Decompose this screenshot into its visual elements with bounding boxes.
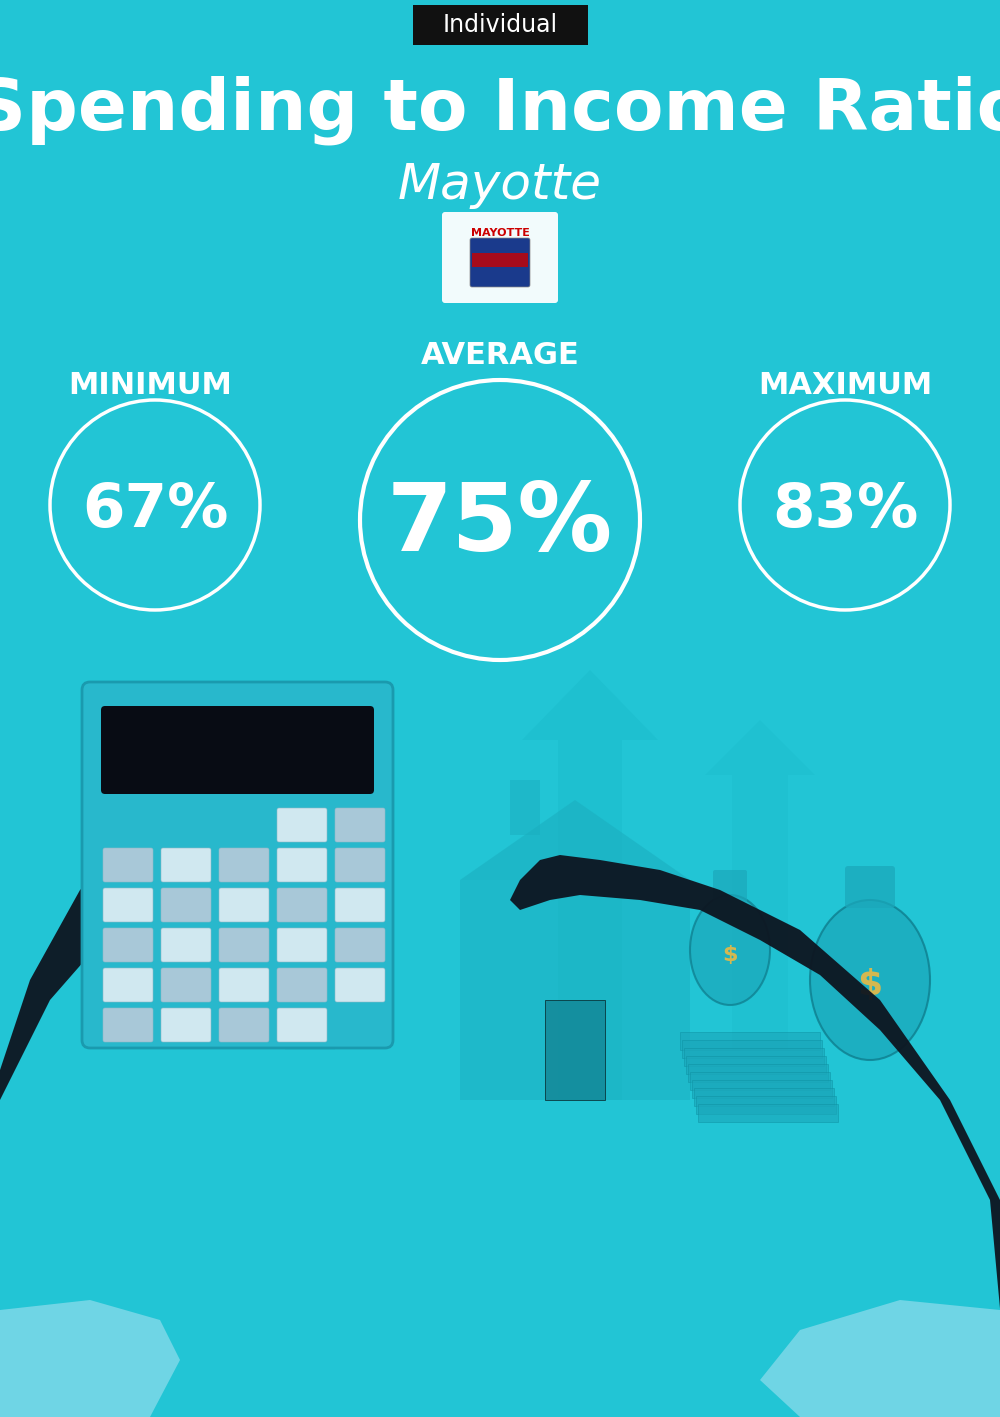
Text: MINIMUM: MINIMUM <box>68 370 232 400</box>
Text: Individual: Individual <box>442 13 558 37</box>
Polygon shape <box>0 1299 180 1417</box>
Polygon shape <box>0 769 260 1417</box>
FancyBboxPatch shape <box>545 1000 605 1100</box>
Ellipse shape <box>810 900 930 1060</box>
Text: MAXIMUM: MAXIMUM <box>758 370 932 400</box>
FancyBboxPatch shape <box>161 928 211 962</box>
FancyBboxPatch shape <box>335 808 385 842</box>
FancyBboxPatch shape <box>277 928 327 962</box>
FancyBboxPatch shape <box>82 682 393 1049</box>
FancyBboxPatch shape <box>103 968 153 1002</box>
FancyBboxPatch shape <box>335 888 385 922</box>
FancyBboxPatch shape <box>277 968 327 1002</box>
FancyBboxPatch shape <box>219 1007 269 1041</box>
FancyBboxPatch shape <box>460 880 690 1100</box>
FancyBboxPatch shape <box>335 968 385 1002</box>
FancyBboxPatch shape <box>470 238 530 288</box>
Text: Mayotte: Mayotte <box>398 162 602 208</box>
FancyBboxPatch shape <box>277 888 327 922</box>
FancyBboxPatch shape <box>686 1056 826 1074</box>
FancyBboxPatch shape <box>277 1007 327 1041</box>
Polygon shape <box>705 720 815 1050</box>
FancyBboxPatch shape <box>413 6 588 45</box>
FancyBboxPatch shape <box>277 847 327 881</box>
FancyBboxPatch shape <box>219 888 269 922</box>
FancyBboxPatch shape <box>161 1007 211 1041</box>
FancyBboxPatch shape <box>161 968 211 1002</box>
FancyBboxPatch shape <box>694 1088 834 1107</box>
FancyBboxPatch shape <box>682 1040 822 1058</box>
Text: 75%: 75% <box>387 479 613 571</box>
Polygon shape <box>510 854 1000 1417</box>
FancyBboxPatch shape <box>696 1095 836 1114</box>
FancyBboxPatch shape <box>335 847 385 881</box>
FancyBboxPatch shape <box>690 1073 830 1090</box>
FancyBboxPatch shape <box>101 706 374 794</box>
FancyBboxPatch shape <box>103 888 153 922</box>
FancyBboxPatch shape <box>688 1064 828 1083</box>
FancyBboxPatch shape <box>219 968 269 1002</box>
Polygon shape <box>260 700 360 1050</box>
FancyBboxPatch shape <box>277 808 327 842</box>
Text: AVERAGE: AVERAGE <box>421 340 579 370</box>
FancyBboxPatch shape <box>219 928 269 962</box>
FancyBboxPatch shape <box>442 213 558 303</box>
FancyBboxPatch shape <box>510 779 540 835</box>
Text: 67%: 67% <box>82 480 228 540</box>
FancyBboxPatch shape <box>472 254 528 266</box>
FancyBboxPatch shape <box>103 928 153 962</box>
FancyBboxPatch shape <box>698 1104 838 1122</box>
Text: $: $ <box>857 968 883 1002</box>
Text: MAYOTTE: MAYOTTE <box>471 228 529 238</box>
FancyBboxPatch shape <box>845 866 895 908</box>
Text: Spending to Income Ratio: Spending to Income Ratio <box>0 75 1000 145</box>
Ellipse shape <box>690 896 770 1005</box>
FancyBboxPatch shape <box>161 888 211 922</box>
FancyBboxPatch shape <box>684 1049 824 1066</box>
FancyBboxPatch shape <box>713 870 747 903</box>
Text: 83%: 83% <box>772 480 918 540</box>
Polygon shape <box>460 801 690 880</box>
FancyBboxPatch shape <box>103 1007 153 1041</box>
FancyBboxPatch shape <box>335 928 385 962</box>
Polygon shape <box>760 1299 1000 1417</box>
FancyBboxPatch shape <box>692 1080 832 1098</box>
FancyBboxPatch shape <box>680 1032 820 1050</box>
FancyBboxPatch shape <box>103 847 153 881</box>
FancyBboxPatch shape <box>161 847 211 881</box>
Polygon shape <box>522 670 658 1100</box>
FancyBboxPatch shape <box>219 847 269 881</box>
Text: $: $ <box>722 945 738 965</box>
